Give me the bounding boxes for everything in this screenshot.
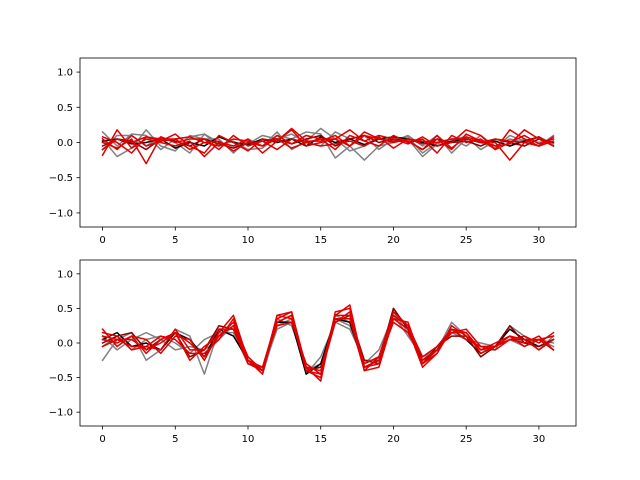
chart-1-x-tick-label-2: 10 xyxy=(242,434,255,445)
chart-0-x-tick-label-2: 10 xyxy=(242,235,255,246)
chart-1-y-tick-label-3: 0.5 xyxy=(57,304,73,315)
chart-0-y-tick-label-0: −1.0 xyxy=(49,208,73,219)
chart-1-series-8-line xyxy=(101,311,555,375)
chart-0-x-tick-label-6: 30 xyxy=(533,235,546,246)
chart-1-y-tick-label-4: 1.0 xyxy=(57,269,73,280)
chart-1-series-9-line xyxy=(101,314,555,372)
chart-0-y-tick-label-4: 1.0 xyxy=(57,68,73,79)
chart-0-x-tick-label-5: 25 xyxy=(460,235,473,246)
chart-0-x-tick-label-0: 0 xyxy=(99,235,105,246)
chart-1-x-tick-label-3: 15 xyxy=(314,434,327,445)
chart-0-series-9-line xyxy=(101,134,555,151)
chart-0-x-tick-label-3: 15 xyxy=(314,235,327,246)
chart-0-y-tick-label-1: −0.5 xyxy=(49,173,73,184)
chart-1-y-tick-label-2: 0.0 xyxy=(57,339,73,350)
chart-1-y-tick-label-0: −1.0 xyxy=(49,408,73,419)
chart-0-y-tick-label-3: 0.5 xyxy=(57,103,73,114)
chart-1-x-tick-label-4: 20 xyxy=(387,434,400,445)
chart-0-x-tick-label-1: 5 xyxy=(172,235,178,246)
bottom-subplot: 0 5 10 15 20 25 30 −1.0 −0.5 0.0 0.5 1.0 xyxy=(49,259,577,445)
chart-1-x-tick-label-5: 25 xyxy=(460,434,473,445)
chart-1-x-tick-label-1: 5 xyxy=(172,434,178,445)
chart-0-series-5-line xyxy=(101,129,555,158)
chart-0-x-tick-label-4: 20 xyxy=(387,235,400,246)
top-subplot: 0 5 10 15 20 25 30 −1.0 −0.5 0.0 0.5 1.0 xyxy=(49,57,577,246)
chart-0-y-tick-label-2: 0.0 xyxy=(57,138,73,149)
chart-1-y-tick-label-1: −0.5 xyxy=(49,373,73,384)
chart-1-x-tick-label-6: 30 xyxy=(533,434,546,445)
chart-1-x-tick-label-0: 0 xyxy=(99,434,105,445)
chart-0-series-8-line xyxy=(101,133,555,161)
